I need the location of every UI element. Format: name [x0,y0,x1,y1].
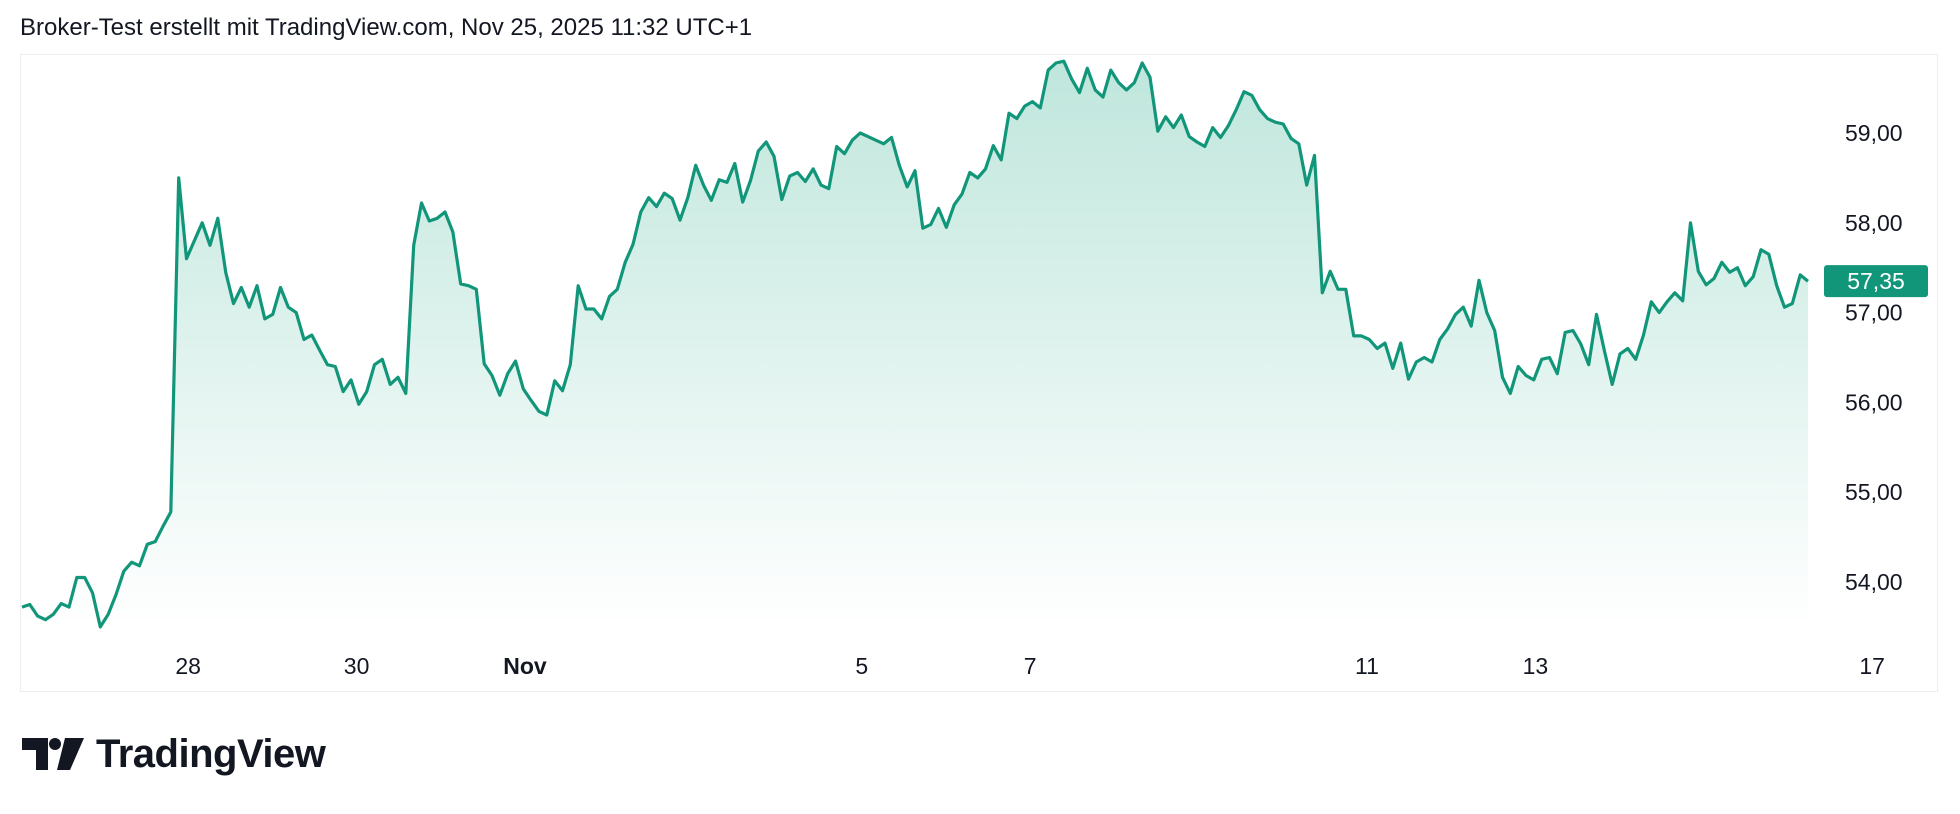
chart-caption: Broker-Test erstellt mit TradingView.com… [20,14,753,41]
chart-frame [20,54,1938,692]
x-axis: 2830Nov57111317192125 [175,653,1885,679]
price-line[interactable] [21,59,1810,629]
tradingview-wordmark: TradingView [96,731,326,776]
last-price-badge-bg [1824,265,1928,298]
tradingview-brand[interactable]: TradingView [22,730,326,778]
x-tick-label: 30 [344,653,370,679]
y-axis: 59,00 58,00 57,00 56,00 55,00 54,00 [1845,120,1903,595]
tradingview-logo-icon [22,738,84,770]
x-tick-label: 17 [1859,653,1885,679]
y-tick-label: 56,00 [1845,389,1903,415]
y-tick-label: 59,00 [1845,120,1903,146]
x-tick-label: 5 [855,653,868,679]
last-price-badge: 57,35 [1824,265,1928,298]
y-tick-label: 57,00 [1845,300,1903,326]
x-tick-label: 13 [1523,653,1549,679]
last-price-label: 57,35 [1847,268,1905,294]
x-tick-label: 28 [175,653,201,679]
y-tick-label: 54,00 [1845,569,1903,595]
x-tick-label: 11 [1355,653,1379,679]
price-area-fill [22,61,1808,628]
x-tick-label: 7 [1024,653,1037,679]
y-tick-label: 58,00 [1845,210,1903,236]
x-tick-label: Nov [503,653,547,679]
y-tick-label: 55,00 [1845,479,1903,505]
